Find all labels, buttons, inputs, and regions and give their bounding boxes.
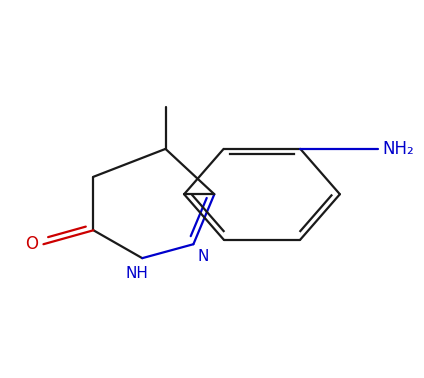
Text: O: O [25, 235, 38, 253]
Text: NH₂: NH₂ [382, 140, 414, 158]
Text: NH: NH [125, 266, 148, 281]
Text: N: N [197, 249, 208, 265]
